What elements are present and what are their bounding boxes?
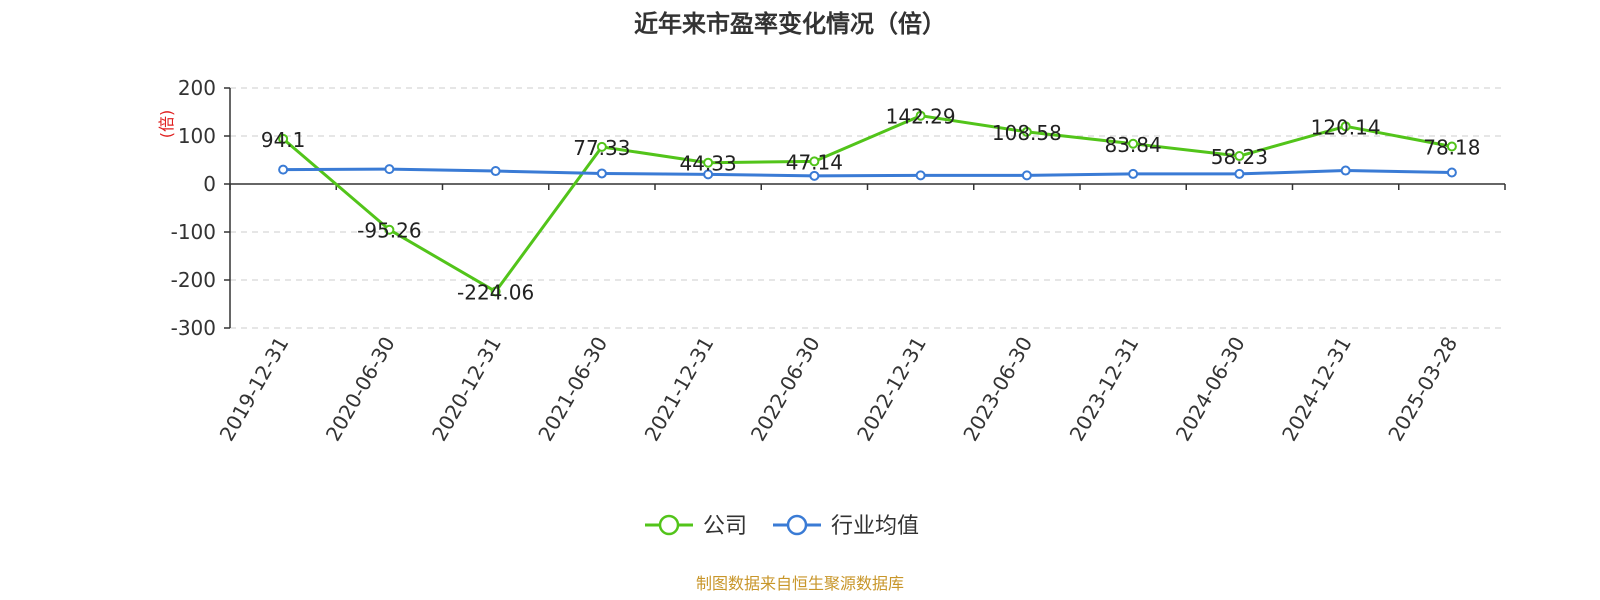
x-tick-label: 2019-12-31 <box>215 333 294 446</box>
data-label: 108.58 <box>992 121 1062 145</box>
data-point <box>1446 141 1457 152</box>
data-point <box>1340 121 1351 132</box>
data-point <box>915 170 926 181</box>
data-label: 120.14 <box>1311 115 1381 139</box>
y-tick-label: -300 <box>171 316 216 340</box>
legend[interactable]: 公司 行业均值 <box>645 514 919 539</box>
data-point <box>278 164 289 175</box>
legend-marker-icon <box>786 514 808 536</box>
x-tick-label: 2024-06-30 <box>1171 333 1250 446</box>
data-point <box>278 133 289 144</box>
data-point <box>490 286 501 297</box>
data-point <box>1021 126 1032 137</box>
x-tick-label: 2022-12-31 <box>852 333 931 446</box>
legend-label: 行业均值 <box>831 514 919 539</box>
grid-lines <box>230 87 1505 329</box>
source-note: 制图数据来自恒生聚源数据库 <box>696 574 904 593</box>
series-line-industry-average <box>283 167 1452 178</box>
data-point <box>1234 168 1245 179</box>
chart-title: 近年来市盈率变化情况（倍） <box>634 10 946 38</box>
legend-label: 公司 <box>703 514 747 539</box>
data-labels: 94.1 -95.26 -224.06 77.33 44.33 47.14 142.29 10… <box>261 105 1481 305</box>
data-point <box>1340 165 1351 176</box>
y-tick-label: 100 <box>178 124 216 148</box>
data-label: 44.33 <box>679 152 736 176</box>
x-tick-label: 2021-06-30 <box>533 333 612 446</box>
x-tick-label: 2022-06-30 <box>746 333 825 446</box>
x-tick-label: 2025-03-28 <box>1383 333 1462 446</box>
data-point <box>915 110 926 121</box>
data-point <box>490 166 501 177</box>
data-label: 142.29 <box>886 105 956 129</box>
y-tick-label: -100 <box>171 220 216 244</box>
x-tick-label: 2020-12-31 <box>427 333 506 446</box>
x-tick-label: 2023-06-30 <box>958 333 1037 446</box>
data-point <box>809 156 820 167</box>
data-point <box>384 164 395 175</box>
data-point <box>703 169 714 180</box>
data-point <box>1128 168 1139 179</box>
data-point <box>596 141 607 152</box>
data-label: 83.84 <box>1104 133 1161 157</box>
series-line-company <box>282 114 1453 294</box>
data-label: 94.1 <box>261 128 306 152</box>
y-tick-label: -200 <box>171 268 216 292</box>
data-point <box>809 170 820 181</box>
data-label: -224.06 <box>457 281 534 305</box>
legend-item-industry-average[interactable]: 行业均值 <box>773 514 919 539</box>
data-point <box>703 157 714 168</box>
legend-item-company[interactable]: 公司 <box>645 514 747 539</box>
x-tick-label: 2023-12-31 <box>1065 333 1144 446</box>
x-tick-label: 2021-12-31 <box>640 333 719 446</box>
data-point <box>1234 151 1245 162</box>
y-tick-label: 200 <box>178 76 216 100</box>
y-tick-label: 0 <box>203 172 216 196</box>
x-tick-label: 2020-06-30 <box>321 333 400 446</box>
data-label: 77.33 <box>573 136 630 160</box>
data-point <box>1128 138 1139 149</box>
data-label: 58.23 <box>1211 145 1268 169</box>
y-axis-unit-label: (倍) <box>157 110 176 139</box>
data-label: -95.26 <box>357 219 421 243</box>
data-point <box>1446 167 1457 178</box>
x-tick-label: 2024-12-31 <box>1277 333 1356 446</box>
data-point <box>384 224 395 235</box>
data-label: 78.18 <box>1423 135 1480 159</box>
legend-marker-icon <box>658 514 680 536</box>
data-label: 47.14 <box>786 150 843 174</box>
data-point <box>1021 170 1032 181</box>
data-point <box>596 168 607 179</box>
series-group <box>278 110 1457 297</box>
